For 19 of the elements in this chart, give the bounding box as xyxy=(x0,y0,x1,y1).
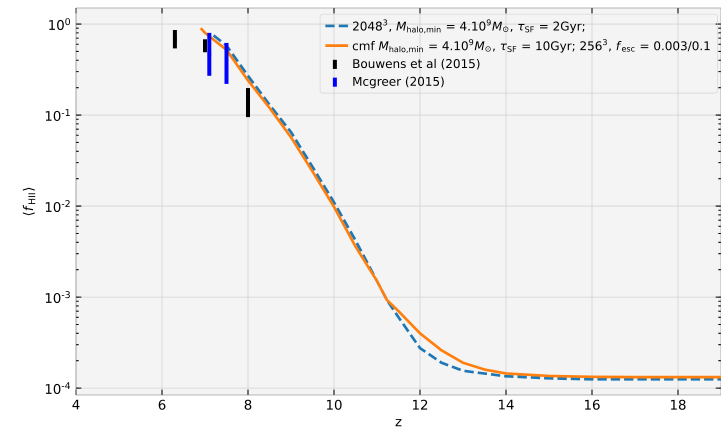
legend-label: Mcgreer (2015) xyxy=(353,76,444,88)
y-tick-label: 10$^{0}$ xyxy=(49,18,70,30)
y-axis-title: ⟨f$_{HII}$⟩ xyxy=(22,188,36,216)
y-tick-label: 10$^{-3}$ xyxy=(46,291,70,304)
x-tick-label: 10 xyxy=(326,400,342,410)
x-tick-label: 12 xyxy=(412,400,428,410)
legend-label: Bouwens et al (2015) xyxy=(353,58,480,70)
y-tick-label: 10$^{-4}$ xyxy=(46,382,70,394)
y-tick-label: 10$^{-1}$ xyxy=(46,109,70,121)
x-tick-label: 16 xyxy=(584,400,600,410)
x-tick-label: 14 xyxy=(498,400,514,410)
x-tick-label: 8 xyxy=(244,400,252,410)
x-tick-label: 4 xyxy=(72,400,80,410)
text: 2048$^{3}$, M$_{halo,min}$ = 4.10$^{9}$M$_{⊙}$, τ$_{SF}$ = 2Gyr; xyxy=(353,19,584,34)
x-tick-label: 18 xyxy=(670,400,686,410)
x-axis-title: z xyxy=(396,418,402,426)
y-tick-label: 10$^{-2}$ xyxy=(46,200,70,212)
x-tick-label: 6 xyxy=(158,400,166,410)
text: cmf M$_{halo,min}$ = 4.10$^{9}$M$_{⊙}$, τ$_{SF}$ = 10Gyr; 256$^{3}$, f$_{esc}$ = 0.003/0.1 xyxy=(352,39,710,54)
